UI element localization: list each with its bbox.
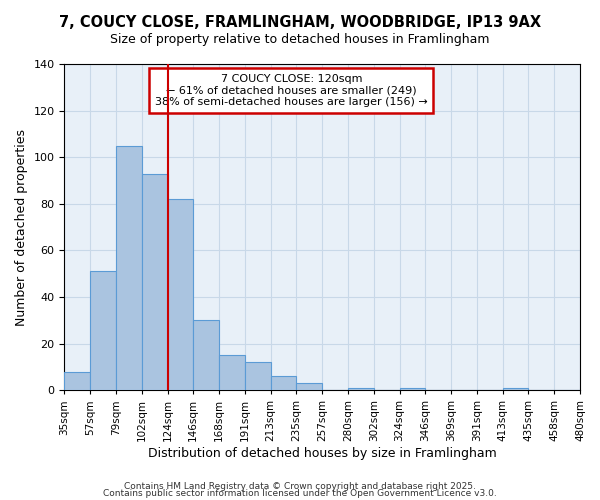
Text: Contains HM Land Registry data © Crown copyright and database right 2025.: Contains HM Land Registry data © Crown c… <box>124 482 476 491</box>
Bar <box>245 362 271 390</box>
Bar <box>64 372 90 390</box>
Bar <box>142 174 167 390</box>
Bar <box>271 376 296 390</box>
Bar <box>296 384 322 390</box>
X-axis label: Distribution of detached houses by size in Framlingham: Distribution of detached houses by size … <box>148 447 497 460</box>
Bar <box>193 320 219 390</box>
Bar <box>116 146 142 390</box>
Bar <box>219 356 245 390</box>
Bar <box>503 388 529 390</box>
Text: 7 COUCY CLOSE: 120sqm
← 61% of detached houses are smaller (249)
38% of semi-det: 7 COUCY CLOSE: 120sqm ← 61% of detached … <box>155 74 428 107</box>
Bar <box>348 388 374 390</box>
Text: Contains public sector information licensed under the Open Government Licence v3: Contains public sector information licen… <box>103 490 497 498</box>
Bar <box>400 388 425 390</box>
Bar <box>90 272 116 390</box>
Y-axis label: Number of detached properties: Number of detached properties <box>15 128 28 326</box>
Bar <box>167 199 193 390</box>
Text: 7, COUCY CLOSE, FRAMLINGHAM, WOODBRIDGE, IP13 9AX: 7, COUCY CLOSE, FRAMLINGHAM, WOODBRIDGE,… <box>59 15 541 30</box>
Text: Size of property relative to detached houses in Framlingham: Size of property relative to detached ho… <box>110 32 490 46</box>
